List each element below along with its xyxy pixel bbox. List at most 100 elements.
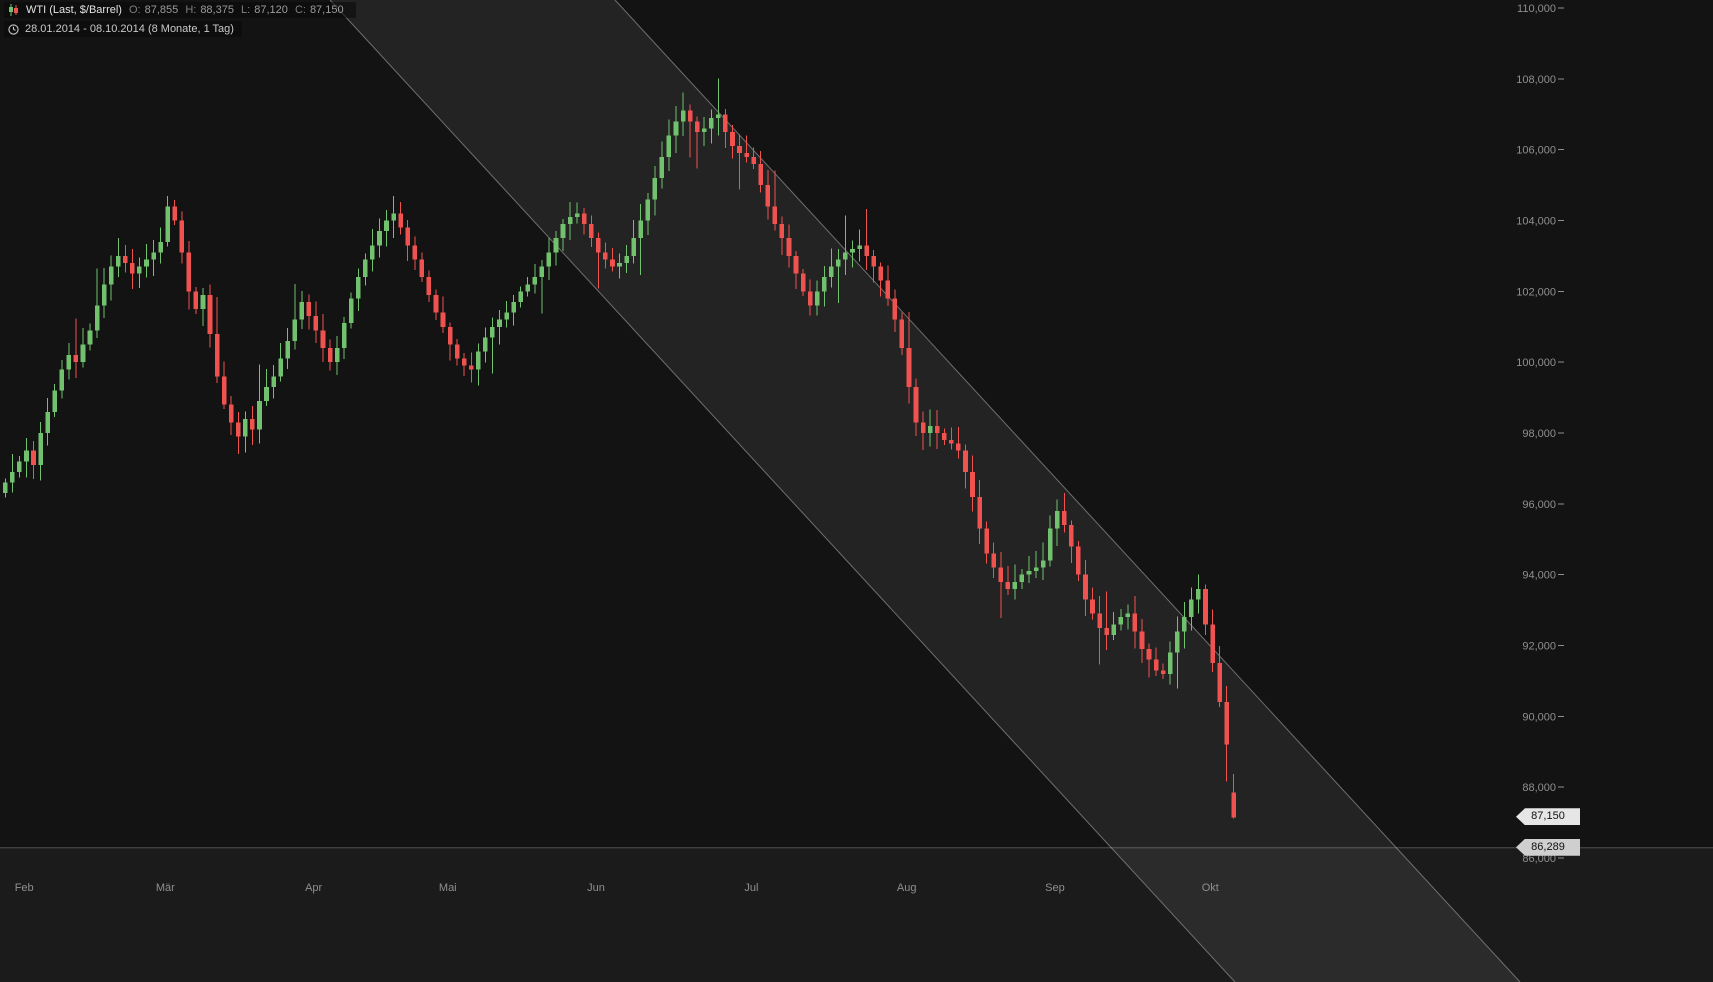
y-axis-label[interactable]: 90,000 <box>1522 711 1556 723</box>
date-range-row: 28.01.2014 - 08.10.2014 (8 Monate, 1 Tag… <box>4 21 242 37</box>
x-axis-label[interactable]: Apr <box>305 882 322 894</box>
candle-body <box>511 301 516 313</box>
y-axis-label[interactable]: 96,000 <box>1522 499 1556 511</box>
candle-body <box>673 121 679 136</box>
candle-body <box>821 277 827 292</box>
candle-body <box>483 337 488 352</box>
candle-body <box>991 553 996 568</box>
candle-body <box>913 386 919 423</box>
candle-body <box>490 326 495 338</box>
y-axis-label[interactable]: 94,000 <box>1522 570 1556 582</box>
candle-body <box>779 224 785 239</box>
y-axis-label[interactable]: 98,000 <box>1522 428 1556 440</box>
candle-body <box>906 348 912 387</box>
x-axis-label[interactable]: Mai <box>439 882 457 894</box>
candle-body <box>765 185 771 207</box>
candle-body <box>723 114 728 132</box>
candle-body <box>31 450 36 465</box>
candle-body <box>546 252 552 267</box>
candle-body <box>391 213 396 221</box>
candle-body <box>1174 631 1180 653</box>
candle-body <box>687 110 693 122</box>
x-axis-label[interactable]: Jul <box>744 882 758 894</box>
candle-body <box>1069 525 1074 547</box>
candle-body <box>137 266 142 274</box>
candle-body <box>786 238 792 256</box>
y-axis-label[interactable]: 106,000 <box>1516 145 1556 157</box>
candle-body <box>737 146 742 154</box>
candle-body <box>1167 652 1173 674</box>
candle-body <box>348 298 354 324</box>
candle-body <box>24 450 29 462</box>
candle-body <box>574 213 580 217</box>
candle-body <box>405 227 411 246</box>
candle-body <box>1217 663 1222 703</box>
candle-body <box>1182 617 1187 632</box>
y-axis-label[interactable]: 100,000 <box>1516 357 1556 369</box>
candle-body <box>1026 571 1032 575</box>
candle-body <box>652 178 658 200</box>
candle-body <box>956 443 961 451</box>
candlestick-icon <box>8 4 19 16</box>
candle-body <box>130 263 135 274</box>
candle-body <box>1104 627 1109 635</box>
y-axis-label[interactable]: 110,000 <box>1517 3 1556 15</box>
trend-channel-line-2[interactable] <box>614 0 1521 982</box>
candle-body <box>497 319 502 327</box>
y-axis-label[interactable]: 108,000 <box>1516 74 1556 86</box>
candle-body <box>1040 560 1046 568</box>
candle-body <box>525 284 531 292</box>
candle-body <box>857 245 862 249</box>
candle-body <box>377 231 382 246</box>
candle-body <box>631 238 636 256</box>
price-level-tag: 86,289 <box>1516 838 1580 856</box>
candle-body <box>927 425 933 433</box>
candle-body <box>1139 631 1145 650</box>
candle-body <box>186 252 192 292</box>
candle-body <box>172 206 178 221</box>
trend-channel-fill <box>330 0 1520 982</box>
y-axis-label[interactable]: 92,000 <box>1522 641 1556 653</box>
candle-body <box>814 291 820 306</box>
candle-body <box>730 131 735 147</box>
candle-body <box>878 266 884 281</box>
candle-body <box>454 344 460 359</box>
instrument-header: WTI (Last, $/Barrel) O: 87,855 H: 88,375 L… <box>4 2 356 18</box>
y-axis-label[interactable]: 88,000 <box>1522 782 1556 794</box>
trend-channel-line-1[interactable] <box>329 0 1236 982</box>
candle-body <box>306 301 312 317</box>
candle-body <box>864 245 869 256</box>
x-axis-label[interactable]: Feb <box>15 882 34 894</box>
candle-body <box>250 418 255 430</box>
candle-body <box>772 206 778 225</box>
y-axis-label[interactable]: 102,000 <box>1516 286 1556 298</box>
candle-body <box>221 376 227 405</box>
candle-body <box>228 404 234 423</box>
candle-body <box>243 418 248 437</box>
candle-body <box>934 425 940 433</box>
candle-body <box>341 323 347 348</box>
candle-body <box>320 330 326 348</box>
candle-body <box>440 312 446 327</box>
x-axis-label[interactable]: Mär <box>156 882 175 894</box>
candle-body <box>285 340 290 359</box>
candle-body <box>1231 792 1237 818</box>
y-axis-label[interactable]: 104,000 <box>1516 216 1556 228</box>
candle-body <box>447 326 453 345</box>
candle-body <box>87 330 93 345</box>
candle-body <box>419 259 425 278</box>
candle-body <box>977 496 982 529</box>
y-axis-label[interactable]: 86,000 <box>1522 853 1556 865</box>
candle-body <box>94 305 100 331</box>
x-axis-label[interactable]: Aug <box>897 882 917 894</box>
candle-body <box>1005 581 1011 589</box>
x-axis-label[interactable]: Jun <box>587 882 605 894</box>
candle-body <box>1189 599 1194 618</box>
candle-body <box>949 440 954 444</box>
x-axis-label[interactable]: Okt <box>1202 882 1219 894</box>
candle-body <box>1012 581 1018 589</box>
x-axis-label[interactable]: Sep <box>1045 882 1065 894</box>
candle-body <box>52 390 58 412</box>
candle-body <box>278 358 283 377</box>
